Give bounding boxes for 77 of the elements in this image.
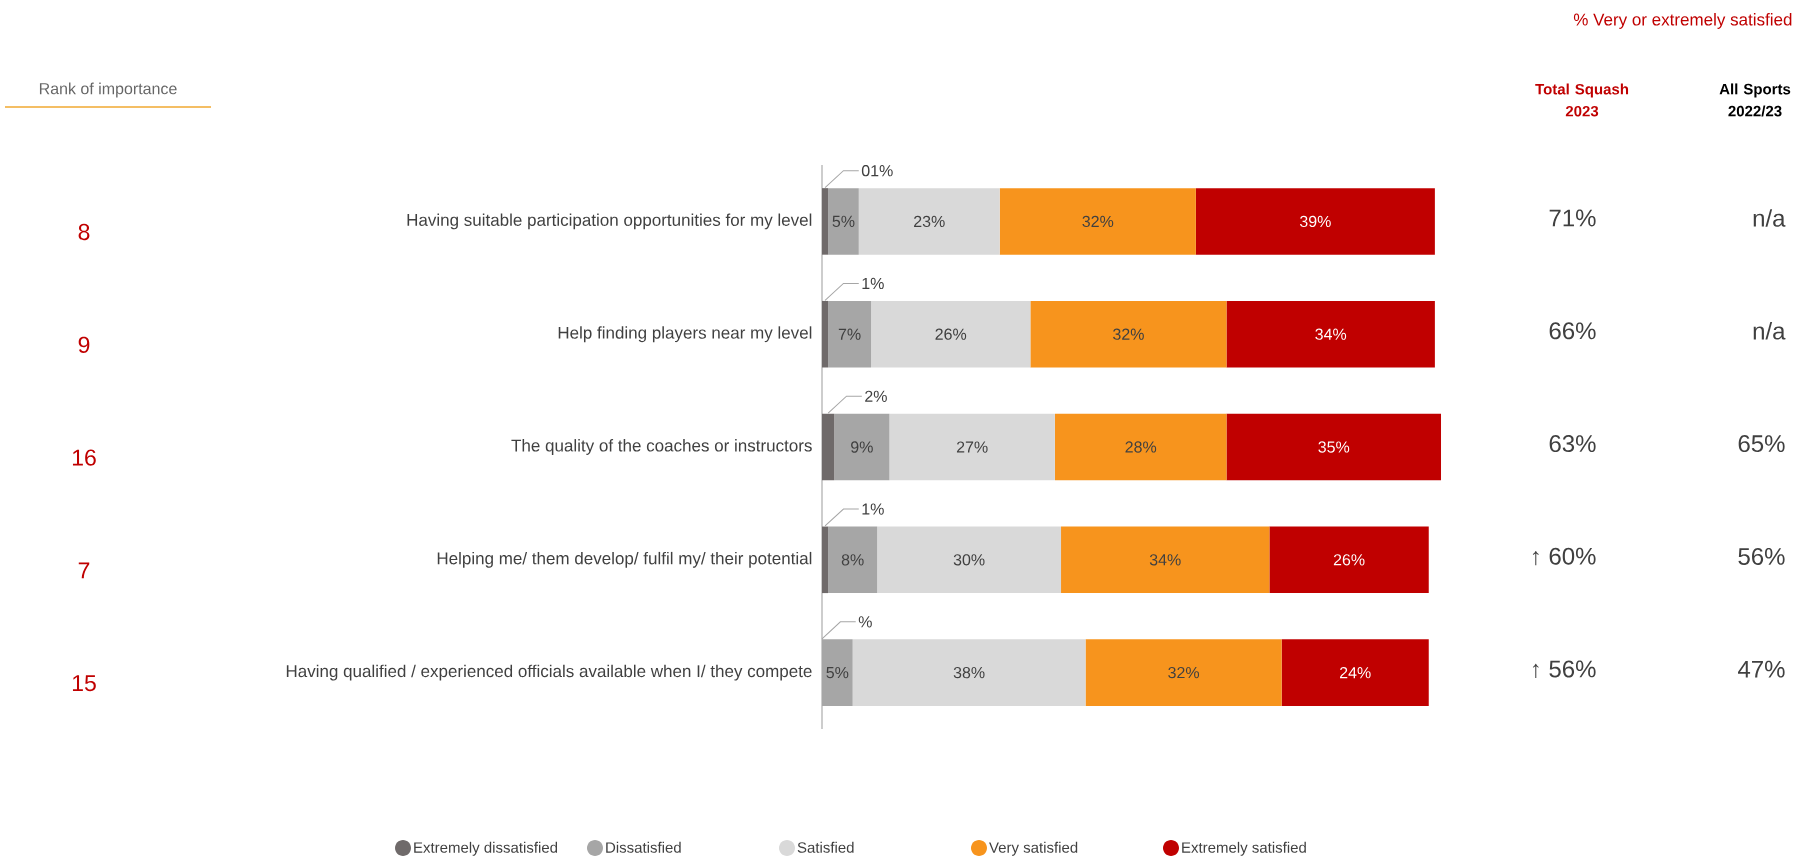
text: 63%: [1549, 435, 1596, 453]
bar: [1226, 300, 1435, 368]
legend-label: Satisfied: [797, 841, 854, 853]
bar: [834, 413, 890, 481]
text: 8: [78, 223, 90, 241]
bar: [877, 526, 1062, 594]
bar: [852, 639, 1086, 706]
bar: [1226, 413, 1442, 481]
text: 65%: [1738, 435, 1785, 453]
data-label: 26%: [935, 328, 967, 340]
data-label: 8%: [841, 554, 864, 566]
bar: [871, 300, 1031, 368]
data-label: 1%: [862, 503, 884, 515]
bar: [1030, 300, 1227, 368]
data-label: 34%: [1149, 554, 1181, 566]
bar: [822, 300, 829, 368]
legend-label: Dissatisfied: [606, 841, 681, 853]
text: 56%: [1738, 547, 1785, 565]
annotation: %: [858, 616, 872, 628]
text: 15: [72, 675, 96, 692]
text: Total Squash 2023: [1535, 83, 1629, 117]
data-label: 2%: [865, 390, 887, 402]
data-label: 23%: [914, 215, 945, 228]
data-label: 28%: [1125, 441, 1157, 453]
text: 7: [78, 562, 90, 579]
bar: [1061, 526, 1270, 594]
data-label: 5%: [832, 215, 855, 228]
data-label: 5%: [826, 666, 849, 679]
text: % Very or extremely satisfied: [1573, 13, 1792, 29]
bar: [822, 526, 829, 594]
text: ↑ 56%: [1532, 660, 1596, 678]
text: n/a: [1753, 209, 1786, 227]
bar: [858, 188, 1000, 255]
text: ↑ 60%: [1532, 547, 1596, 566]
bar: [999, 188, 1196, 255]
data-label: 24%: [1340, 666, 1371, 679]
bar: [1281, 639, 1429, 706]
text: Rank of importance: [39, 82, 177, 98]
y-tick-label: The quality of the coaches or instructors: [511, 439, 812, 455]
y-tick-label: Having suitable participation opportunities for my level: [407, 213, 812, 230]
bar: [828, 526, 878, 594]
data-label: 27%: [956, 441, 988, 453]
data-label: 9%: [851, 441, 873, 453]
text: 47%: [1738, 660, 1785, 678]
data-label: 7%: [838, 328, 861, 340]
bar: [822, 413, 835, 481]
y-tick-label: Having qualified / experienced officials available when I/ they compete: [286, 664, 812, 681]
text: 66%: [1549, 322, 1596, 340]
bar: [1195, 188, 1435, 255]
bar: [1054, 413, 1227, 481]
bar: [889, 413, 1055, 481]
text: 16: [72, 449, 96, 466]
legend-label: Extremely dissatisfied: [414, 841, 558, 856]
data-label: 01%: [861, 164, 893, 177]
data-label: 32%: [1168, 666, 1200, 679]
text: n/a: [1753, 321, 1786, 340]
data-label: 35%: [1318, 441, 1350, 453]
y-tick-label: Helping me/ them develop/ fulfil my/ their potential: [437, 551, 812, 568]
bar: [1085, 639, 1282, 706]
data-label: 32%: [1113, 328, 1144, 340]
data-label: 34%: [1315, 328, 1347, 340]
text: All Sports 2022/23: [1719, 83, 1791, 117]
text: 71%: [1549, 209, 1596, 227]
bar: [828, 300, 872, 368]
data-label: 1%: [862, 277, 884, 290]
legend-label: Extremely satisfied: [1182, 841, 1306, 856]
legend-label: Very satisfied: [989, 841, 1078, 856]
data-label: 26%: [1333, 554, 1365, 566]
text: 9: [78, 336, 90, 353]
y-tick-label: Help finding players near my level: [558, 326, 812, 343]
bar: [1269, 526, 1429, 594]
bar: [828, 188, 859, 255]
data-label: 30%: [953, 554, 985, 566]
bar: [822, 188, 829, 255]
data-label: 39%: [1299, 215, 1331, 228]
data-label: 38%: [953, 666, 985, 679]
data-label: 32%: [1082, 215, 1114, 228]
